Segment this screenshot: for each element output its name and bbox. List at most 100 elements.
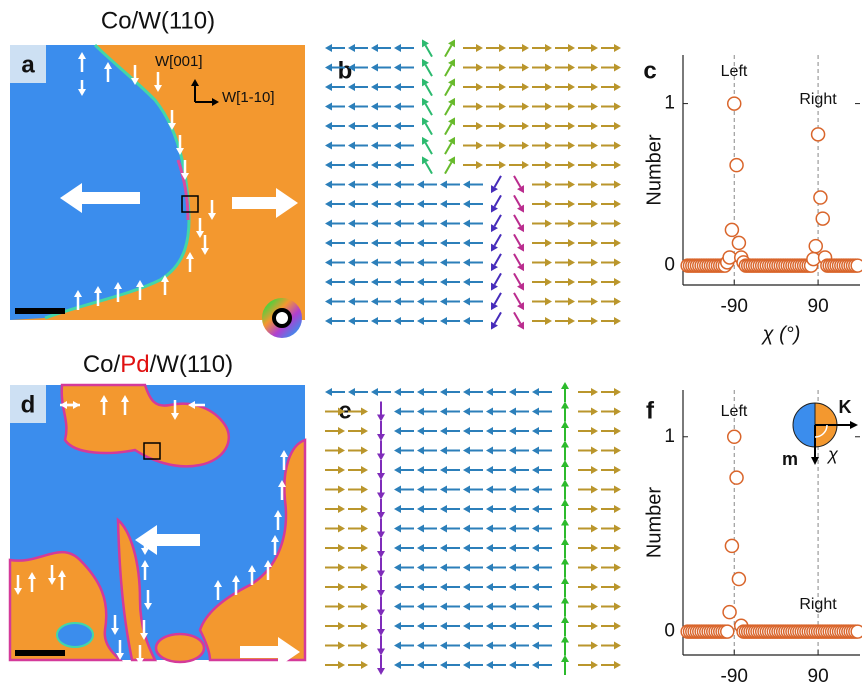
x-tick-label: -90 [721,296,748,317]
vector-head [522,161,529,169]
vector-head [394,122,401,130]
vector-head [361,486,368,494]
x-axis-label: χ (°) [761,323,801,345]
vector-head [614,388,621,396]
vector-head [568,259,575,267]
vector-head [348,220,355,228]
vector-head [338,642,345,650]
vector-head [591,388,598,396]
vector [495,312,502,323]
vector-head [440,661,447,669]
direction-label: W[001] [155,53,203,70]
vector-head [394,544,401,552]
vector-head [394,642,401,650]
vector-head [417,427,424,435]
vector-head [325,161,332,169]
vector-head [417,220,424,228]
vector-head [417,661,424,669]
vector-head [568,239,575,247]
x-tick-label: 90 [808,666,829,687]
vector-head [338,544,345,552]
vector-head [361,564,368,572]
vector-head [394,317,401,325]
vector-head [591,278,598,286]
vector-head [348,388,355,396]
vector-head [371,122,378,130]
vector-head [591,103,598,111]
vector-head [614,220,621,228]
vector-head [561,538,569,545]
vector-head [614,466,621,474]
vector-head [545,103,552,111]
vector-head [361,466,368,474]
vector [514,234,521,245]
vector-head [440,298,447,306]
vector-head [545,83,552,91]
vector-head [614,122,621,130]
vector-head [394,200,401,208]
vector-head [361,603,368,611]
vector-head [532,447,539,455]
vector-head [348,239,355,247]
vector-head [440,486,447,494]
annotation: Right [799,596,837,613]
vector-head [394,44,401,52]
vector-head [561,558,569,565]
vector-head [591,525,598,533]
vector-head [509,466,516,474]
vector-head [463,564,470,572]
vector-head [440,583,447,591]
title-part: /W(110) [150,351,234,378]
vector-head [568,317,575,325]
vector-head [591,220,598,228]
vector-head [509,661,516,669]
vector-head [545,142,552,150]
vector-head [394,181,401,189]
vector-head [532,603,539,611]
vector-head [561,480,569,487]
vector-head [545,161,552,169]
vector-head [394,622,401,630]
vector-head [338,447,345,455]
vector-head [614,486,621,494]
vector-head [509,564,516,572]
vector-head [325,239,332,247]
vector-head [394,388,401,396]
vector [426,143,433,154]
vector-head [486,466,493,474]
vector-head [486,564,493,572]
vector-head [591,83,598,91]
vector-head [440,603,447,611]
vector-head [545,220,552,228]
panel-label: f [646,397,655,424]
vector-head [417,622,424,630]
vector-head [614,142,621,150]
vector-head [499,83,506,91]
vector-head [568,200,575,208]
vector-head [463,239,470,247]
vector [495,215,502,226]
y-axis-label: Number [643,487,665,558]
vector-head [463,200,470,208]
vector-head [532,544,539,552]
vector-head [463,661,470,669]
vector-head [568,103,575,111]
vector-head [325,142,332,150]
vector-head [338,603,345,611]
vector-head [522,44,529,52]
vector-head [509,525,516,533]
vector-head [371,278,378,286]
vector-head [394,466,401,474]
vector-head [417,583,424,591]
vector-head [522,64,529,72]
vector-head [440,466,447,474]
vector-head [325,103,332,111]
vector-head [509,486,516,494]
vector-head [476,44,483,52]
panel-label: d [21,391,36,418]
vector-head [325,259,332,267]
panel-label: a [21,51,35,78]
vector [514,273,521,284]
vector [445,65,452,76]
y-tick-label: 0 [664,621,675,642]
